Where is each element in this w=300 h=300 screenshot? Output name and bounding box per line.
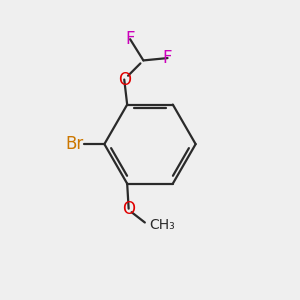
Text: CH₃: CH₃ — [149, 218, 175, 232]
Text: Br: Br — [66, 135, 84, 153]
Text: F: F — [163, 49, 172, 67]
Text: F: F — [125, 30, 135, 48]
Text: O: O — [122, 200, 135, 218]
Text: O: O — [118, 70, 131, 88]
